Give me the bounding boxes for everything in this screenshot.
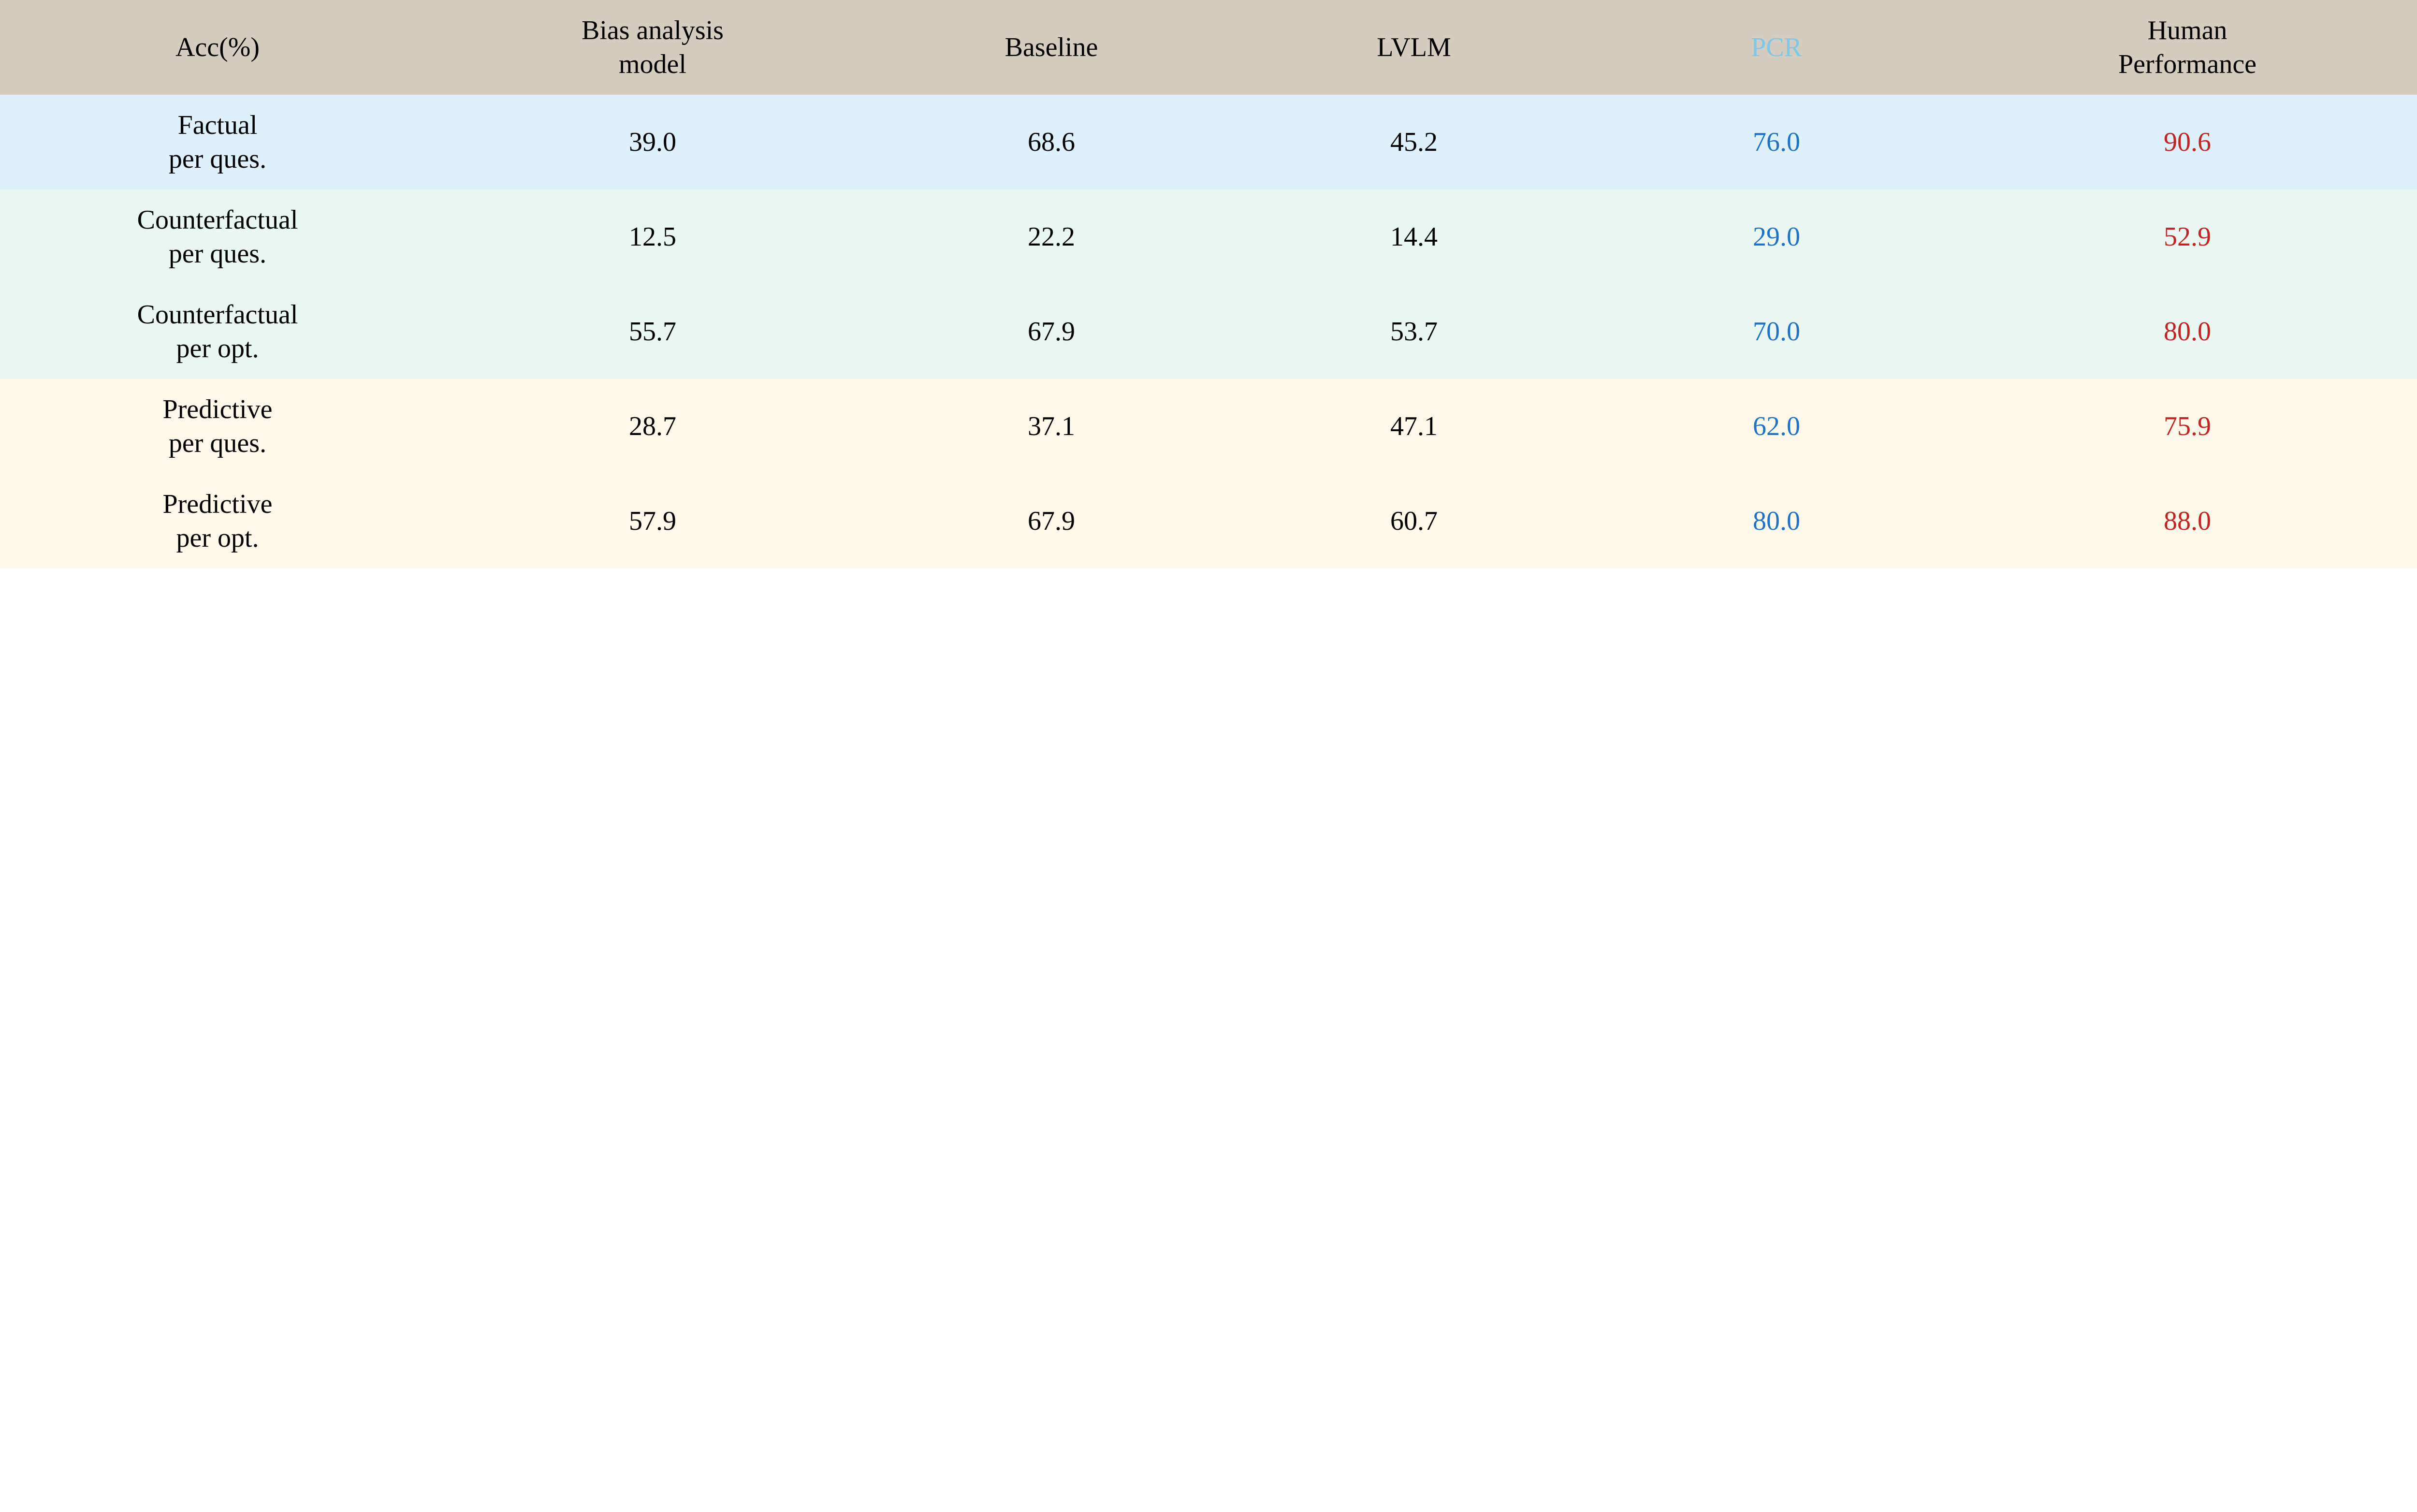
row-label-line1: Predictive <box>5 393 430 426</box>
cell-baseline: 68.6 <box>870 95 1233 189</box>
row-label-line1: Factual <box>5 108 430 142</box>
table-row: Counterfactual per opt. 55.7 67.9 53.7 7… <box>0 284 2417 379</box>
col-header-human-line2: Performance <box>1963 47 2412 81</box>
table-row: Counterfactual per ques. 12.5 22.2 14.4 … <box>0 189 2417 284</box>
results-table: Acc(%) Bias analysis model Baseline LVLM… <box>0 0 2417 568</box>
row-label: Predictive per ques. <box>0 379 435 474</box>
cell-baseline: 67.9 <box>870 284 1233 379</box>
cell-bias: 57.9 <box>435 474 870 568</box>
row-label-line2: per ques. <box>5 142 430 176</box>
cell-human: 90.6 <box>1958 95 2417 189</box>
cell-pcr: 70.0 <box>1595 284 1958 379</box>
col-header-human-line1: Human <box>1963 14 2412 47</box>
col-header-bias-line1: Bias analysis <box>440 14 865 47</box>
row-label-line1: Predictive <box>5 487 430 521</box>
cell-human: 52.9 <box>1958 189 2417 284</box>
cell-bias: 12.5 <box>435 189 870 284</box>
row-label: Factual per ques. <box>0 95 435 189</box>
cell-lvlm: 53.7 <box>1233 284 1595 379</box>
col-header-pcr: PCR <box>1595 0 1958 95</box>
table-row: Predictive per opt. 57.9 67.9 60.7 80.0 … <box>0 474 2417 568</box>
row-label-line1: Counterfactual <box>5 203 430 237</box>
row-label-line2: per opt. <box>5 332 430 365</box>
row-label-line2: per ques. <box>5 237 430 271</box>
row-label-line1: Counterfactual <box>5 298 430 332</box>
table-row: Predictive per ques. 28.7 37.1 47.1 62.0… <box>0 379 2417 474</box>
col-header-baseline: Baseline <box>870 0 1233 95</box>
col-header-bias-line2: model <box>440 47 865 81</box>
cell-pcr: 80.0 <box>1595 474 1958 568</box>
cell-lvlm: 14.4 <box>1233 189 1595 284</box>
col-header-lvlm: LVLM <box>1233 0 1595 95</box>
col-header-acc: Acc(%) <box>0 0 435 95</box>
cell-bias: 28.7 <box>435 379 870 474</box>
row-label-line2: per opt. <box>5 521 430 555</box>
row-label: Counterfactual per opt. <box>0 284 435 379</box>
col-header-human: Human Performance <box>1958 0 2417 95</box>
cell-human: 88.0 <box>1958 474 2417 568</box>
cell-lvlm: 45.2 <box>1233 95 1595 189</box>
cell-human: 75.9 <box>1958 379 2417 474</box>
cell-lvlm: 47.1 <box>1233 379 1595 474</box>
row-label-line2: per ques. <box>5 426 430 460</box>
cell-pcr: 76.0 <box>1595 95 1958 189</box>
cell-baseline: 37.1 <box>870 379 1233 474</box>
row-label: Predictive per opt. <box>0 474 435 568</box>
col-header-bias: Bias analysis model <box>435 0 870 95</box>
table-row: Factual per ques. 39.0 68.6 45.2 76.0 90… <box>0 95 2417 189</box>
cell-lvlm: 60.7 <box>1233 474 1595 568</box>
cell-human: 80.0 <box>1958 284 2417 379</box>
row-label: Counterfactual per ques. <box>0 189 435 284</box>
cell-baseline: 22.2 <box>870 189 1233 284</box>
cell-baseline: 67.9 <box>870 474 1233 568</box>
cell-bias: 55.7 <box>435 284 870 379</box>
cell-pcr: 29.0 <box>1595 189 1958 284</box>
cell-pcr: 62.0 <box>1595 379 1958 474</box>
table-header-row: Acc(%) Bias analysis model Baseline LVLM… <box>0 0 2417 95</box>
cell-bias: 39.0 <box>435 95 870 189</box>
